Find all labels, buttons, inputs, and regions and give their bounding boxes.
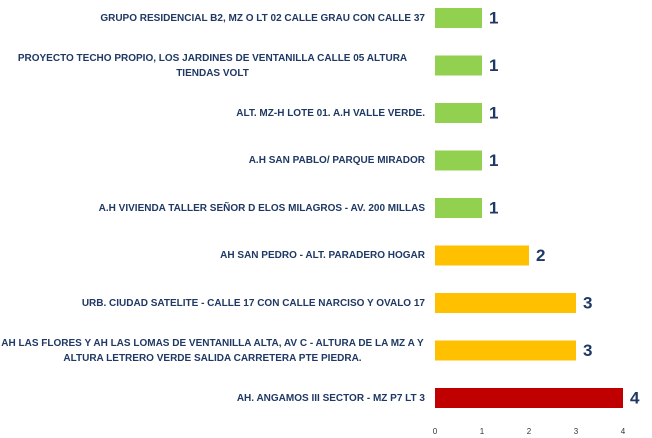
category-label: GRUPO RESIDENCIAL B2, MZ O LT 02 CALLE G… xyxy=(100,12,425,24)
category-row: AH. ANGAMOS III SECTOR - MZ P7 LT 3 xyxy=(0,378,425,418)
bar xyxy=(435,340,576,361)
x-tick-label: 4 xyxy=(621,427,626,436)
data-label: 1 xyxy=(489,198,498,217)
category-row: PROYECTO TECHO PROPIO, LOS JARDINES DE V… xyxy=(0,46,425,86)
category-row: URB. CIUDAD SATELITE - CALLE 17 CON CALL… xyxy=(0,283,425,323)
data-label: 1 xyxy=(489,151,498,170)
bar xyxy=(435,293,576,313)
category-label: AH. ANGAMOS III SECTOR - MZ P7 LT 3 xyxy=(236,392,425,404)
x-tick-label: 1 xyxy=(480,427,485,436)
data-label: 3 xyxy=(583,341,592,360)
bar xyxy=(435,55,482,76)
category-row: ALT. MZ-H LOTE 01. A.H VALLE VERDE. xyxy=(0,93,425,133)
category-row: A.H VIVIENDA TALLER SEÑOR D ELOS MILAGRO… xyxy=(0,188,425,228)
x-tick-label: 0 xyxy=(433,427,438,436)
data-label: 1 xyxy=(489,56,498,75)
category-label: AH SAN PEDRO - ALT. PARADERO HOGAR xyxy=(220,250,425,261)
category-label: URB. CIUDAD SATELITE - CALLE 17 CON CALL… xyxy=(81,297,425,309)
data-label: 1 xyxy=(489,103,498,122)
category-label: A.H VIVIENDA TALLER SEÑOR D ELOS MILAGRO… xyxy=(98,202,425,214)
category-row: AH SAN PEDRO - ALT. PARADERO HOGAR xyxy=(0,236,425,276)
data-label: 1 xyxy=(489,8,498,27)
bar xyxy=(435,245,529,266)
bar xyxy=(435,8,482,28)
data-label: 4 xyxy=(630,388,640,407)
category-row: A.H SAN PABLO/ PARQUE MIRADOR xyxy=(0,141,425,181)
category-label: AH LAS FLORES Y AH LAS LOMAS DE VENTANIL… xyxy=(1,337,424,364)
bar xyxy=(435,198,482,218)
bar xyxy=(435,150,482,171)
bar xyxy=(435,103,482,123)
category-label: A.H SAN PABLO/ PARQUE MIRADOR xyxy=(248,155,425,166)
category-row: GRUPO RESIDENCIAL B2, MZ O LT 02 CALLE G… xyxy=(0,0,425,38)
category-row: AH LAS FLORES Y AH LAS LOMAS DE VENTANIL… xyxy=(0,331,425,371)
data-label: 3 xyxy=(583,293,592,312)
category-label: PROYECTO TECHO PROPIO, LOS JARDINES DE V… xyxy=(17,52,408,79)
x-tick-label: 3 xyxy=(574,427,579,436)
data-label: 2 xyxy=(536,246,545,265)
bar xyxy=(435,388,623,408)
x-tick-label: 2 xyxy=(527,427,532,436)
category-label: ALT. MZ-H LOTE 01. A.H VALLE VERDE. xyxy=(236,107,425,119)
